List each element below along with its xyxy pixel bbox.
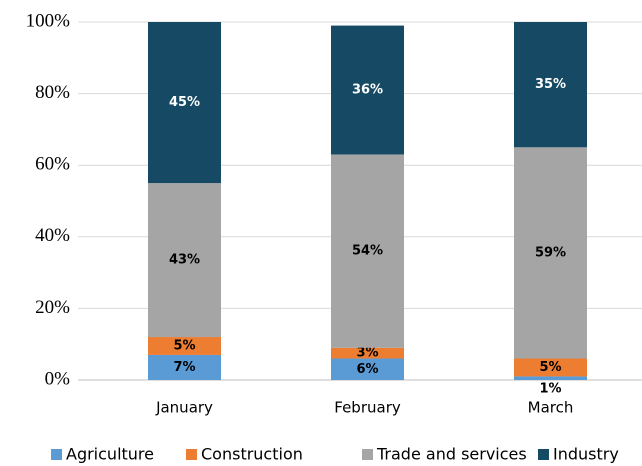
x-tick-label: January	[155, 399, 213, 417]
bar-segment	[514, 22, 587, 148]
legend-label: Trade and services	[376, 445, 527, 464]
data-label: 1%	[539, 382, 561, 397]
bar-segment	[331, 25, 404, 155]
data-label: 7%	[173, 360, 195, 375]
y-tick-label: 100%	[26, 10, 71, 31]
data-label: 43%	[169, 253, 200, 268]
bar-segment	[331, 358, 404, 380]
bar-segment	[514, 376, 587, 380]
x-tick-label: March	[528, 399, 574, 417]
y-tick-label: 0%	[45, 368, 71, 389]
legend-swatch	[51, 449, 62, 460]
y-tick-label: 40%	[35, 225, 70, 246]
y-tick-label: 60%	[35, 154, 70, 175]
data-label: 5%	[539, 360, 561, 375]
legend-label: Construction	[201, 445, 303, 464]
x-tick-label: February	[334, 399, 401, 417]
bar-segment	[514, 358, 587, 377]
data-label: 59%	[535, 245, 566, 260]
data-label: 36%	[352, 83, 383, 98]
bar-segment	[148, 22, 221, 184]
bar-segment	[331, 154, 404, 348]
data-label: 35%	[535, 77, 566, 92]
legend-swatch	[362, 449, 373, 460]
bar-segment	[148, 337, 221, 355]
legend-label: Industry	[553, 445, 619, 464]
y-tick-label: 20%	[35, 297, 70, 318]
legend-swatch	[538, 449, 549, 460]
data-label: 5%	[173, 338, 195, 353]
data-label: 6%	[356, 362, 378, 377]
data-label: 45%	[169, 95, 200, 110]
bar-segment	[331, 347, 404, 359]
bar-segment	[148, 354, 221, 380]
data-label: 54%	[352, 244, 383, 259]
legend-swatch	[186, 449, 197, 460]
legend-label: Agriculture	[66, 445, 154, 464]
bar-segment	[514, 147, 587, 359]
bar-segment	[148, 183, 221, 338]
data-label: 3%	[356, 346, 378, 361]
y-tick-label: 80%	[35, 82, 70, 103]
